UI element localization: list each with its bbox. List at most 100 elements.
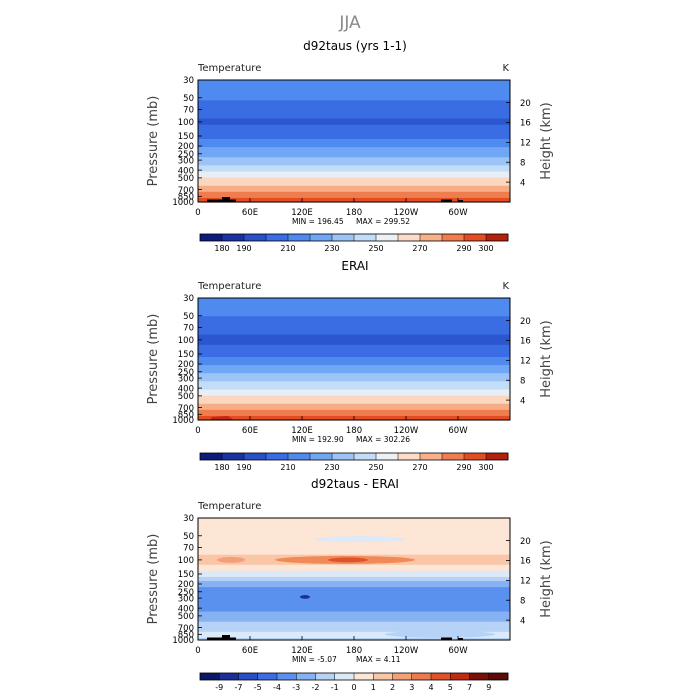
- colorbar-swatch: [288, 234, 311, 241]
- colorbar-label: -5: [254, 683, 262, 692]
- y-tick-label: 50: [183, 532, 194, 542]
- contour-band: [198, 623, 510, 627]
- contour-band: [198, 381, 510, 384]
- contour-band: [198, 413, 510, 417]
- x-tick-label: 60E: [242, 208, 258, 218]
- contour-band: [198, 564, 510, 568]
- contour-band: [198, 143, 510, 146]
- colorbar-label: 210: [280, 244, 295, 253]
- contour-band: [198, 395, 510, 399]
- colorbar-label: 300: [478, 463, 493, 472]
- contour-band: [198, 106, 510, 110]
- contour-band: [198, 393, 510, 397]
- y-axis-title-left: Pressure (mb): [146, 314, 161, 405]
- colorbar-swatch: [376, 453, 399, 460]
- contour-band: [198, 350, 510, 354]
- colorbar-swatch: [411, 673, 432, 680]
- contour-band: [198, 88, 510, 91]
- colorbar-swatch: [354, 453, 377, 460]
- colorbar-label: 210: [280, 463, 295, 472]
- x-tick-label: 60W: [448, 646, 468, 656]
- colorbar-swatch: [469, 673, 490, 680]
- contour-band: [198, 147, 510, 150]
- contour-band: [198, 548, 510, 552]
- y-right-tick-label: 8: [520, 596, 525, 606]
- y-tick-label: 400: [178, 166, 194, 176]
- colorbar-label: 230: [324, 244, 339, 253]
- colorbar-swatch: [296, 673, 316, 680]
- contour-band: [198, 615, 510, 619]
- colorbar-swatch: [431, 673, 451, 680]
- contour-band: [198, 328, 510, 332]
- contour-band: [198, 389, 510, 393]
- contour-band: [198, 524, 510, 527]
- y-right-tick-label: 16: [520, 337, 531, 347]
- contour-band: [198, 118, 510, 122]
- y-axis-title-right: Height (km): [539, 102, 554, 179]
- contour-band: [198, 338, 510, 342]
- colorbar-swatch: [486, 234, 509, 241]
- contour-band: [198, 157, 510, 160]
- y-right-tick-label: 12: [520, 357, 531, 367]
- colorbar-swatch: [376, 234, 399, 241]
- contour-band: [198, 92, 510, 95]
- units-label: K: [502, 281, 509, 292]
- contour-band: [198, 619, 510, 623]
- x-tick-label: 60W: [448, 426, 468, 436]
- colorbar-swatch: [373, 673, 393, 680]
- y-tick-label: 250: [178, 368, 194, 378]
- contour-band: [198, 574, 510, 578]
- colorbar: -9 -7 -5 -4 -3 -2 -1 0 1 2 3 4 5 7 9: [199, 672, 509, 692]
- contour-band: [198, 385, 510, 389]
- contour-band: [198, 625, 510, 629]
- contour-band: [198, 306, 510, 309]
- y-tick-label: 850: [178, 193, 194, 203]
- contour-band: [198, 98, 510, 101]
- colorbar-label: 180: [214, 244, 229, 253]
- x-tick-label: 120W: [394, 426, 419, 436]
- x-tick-label: 0: [195, 646, 200, 656]
- colorbar-swatch: [200, 673, 220, 680]
- y-tick-label: 300: [178, 374, 194, 384]
- contour-band: [198, 568, 510, 572]
- topography: [441, 199, 463, 202]
- y-tick-label: 700: [178, 186, 194, 196]
- y-tick-label: 30: [183, 294, 194, 304]
- contour-band: [198, 163, 510, 166]
- y-tick-label: 70: [183, 544, 194, 554]
- contour-band: [198, 185, 510, 189]
- colorbar-label: 1: [371, 683, 376, 692]
- colorbar-swatch: [420, 453, 443, 460]
- contour-band: [198, 346, 510, 350]
- y-right-tick-label: 20: [520, 99, 531, 109]
- y-tick-label: 700: [178, 624, 194, 634]
- contour-band: [198, 82, 510, 85]
- colorbar-swatch: [277, 673, 297, 680]
- y-tick-label: 1000: [172, 198, 194, 208]
- contour-band: [198, 352, 510, 356]
- contour-band: [198, 302, 510, 305]
- colorbar-label: 250: [368, 463, 383, 472]
- contour-band: [198, 359, 510, 362]
- contour-band: [198, 326, 510, 330]
- contour-band: [198, 181, 510, 185]
- contour-band: [198, 348, 510, 352]
- contour-band: [198, 304, 510, 307]
- colorbar-swatch: [450, 673, 470, 680]
- contour-band: [198, 403, 510, 407]
- y-tick-label: 300: [178, 594, 194, 604]
- contour-band: [198, 322, 510, 326]
- colorbar-label: 3: [409, 683, 414, 692]
- contour-band: [198, 102, 510, 105]
- contour-band: [198, 159, 510, 162]
- colorbar-label: 190: [236, 244, 251, 253]
- y-right-tick-label: 12: [520, 139, 531, 149]
- contour-band: [198, 116, 510, 120]
- contour-band: [198, 391, 510, 395]
- contour-band: [198, 195, 510, 199]
- surface-band: [210, 416, 234, 420]
- colorbar-label: 180: [214, 463, 229, 472]
- contour-band: [198, 367, 510, 370]
- contour-band: [198, 336, 510, 340]
